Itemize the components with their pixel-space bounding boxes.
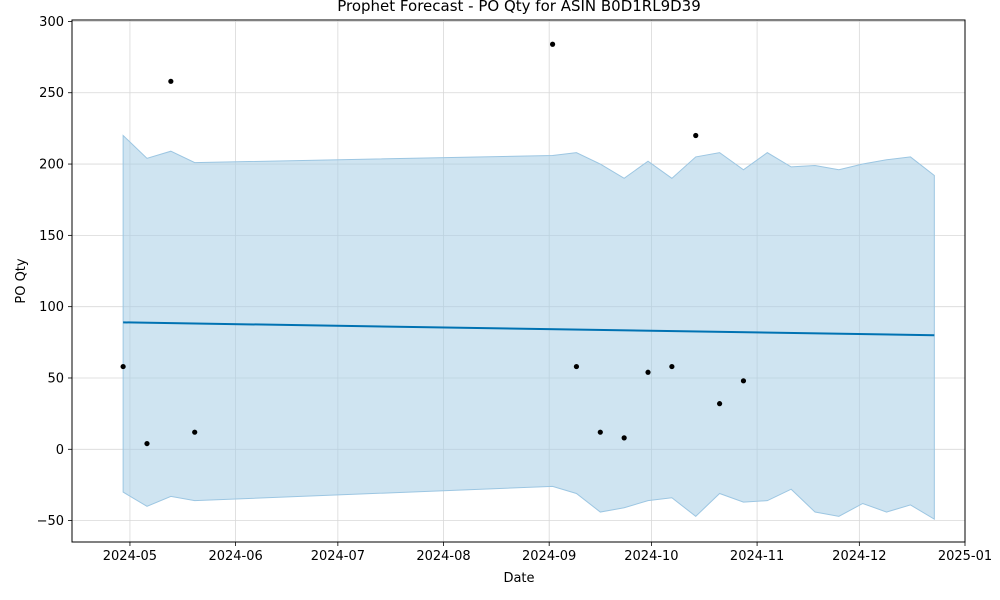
y-tick-label: 100	[39, 300, 64, 315]
y-tick-label: 250	[39, 86, 64, 101]
actual-point	[192, 429, 198, 435]
actual-point	[549, 41, 556, 47]
x-tick-label: 2024-06	[208, 549, 262, 564]
x-tick-label: 2024-12	[832, 549, 886, 564]
actual-point	[740, 378, 747, 384]
y-axis-label: PO Qty	[14, 258, 29, 304]
y-tick-label: 150	[39, 229, 64, 244]
x-tick-label: 2025-01	[938, 549, 992, 564]
x-tick-label: 2024-11	[730, 549, 784, 564]
x-tick-label: 2024-05	[103, 549, 157, 564]
y-tick-label: 50	[47, 371, 64, 386]
actual-point	[693, 132, 699, 139]
chart-title: Prophet Forecast - PO Qty for ASIN B0D1R…	[337, 0, 701, 15]
actual-point	[597, 429, 603, 435]
x-tick-label: 2024-07	[311, 549, 365, 564]
uncertainty-band	[122, 134, 935, 521]
y-tick-label: −50	[37, 514, 64, 529]
y-tick-label: 200	[39, 158, 64, 173]
forecast-interval-band	[122, 134, 935, 521]
actual-point	[168, 78, 174, 84]
x-axis-ticks: 2024-05 2024-06 2024-07 2024-08 2024-09 2024-…	[103, 542, 992, 564]
actual-point	[621, 435, 627, 441]
x-tick-label: 2024-09	[522, 549, 576, 564]
actual-point	[645, 369, 651, 375]
forecast-line-layer	[123, 321, 935, 337]
forecast-line	[123, 321, 935, 337]
actual-point	[669, 363, 675, 370]
x-tick-label: 2024-10	[624, 549, 678, 564]
x-axis-label: Date	[503, 571, 534, 586]
actual-point	[144, 440, 150, 447]
plot-frame	[71, 19, 966, 543]
actual-point	[573, 363, 580, 370]
actual-points	[120, 41, 747, 447]
y-tick-label: 300	[39, 15, 64, 30]
y-tick-label: 0	[56, 443, 64, 458]
y-axis-ticks: −50 0 50 100 150 200 250 300	[37, 15, 72, 529]
axes	[71, 19, 966, 543]
x-tick-label: 2024-08	[416, 549, 470, 564]
actual-point	[120, 363, 126, 370]
actual-point	[716, 401, 723, 407]
